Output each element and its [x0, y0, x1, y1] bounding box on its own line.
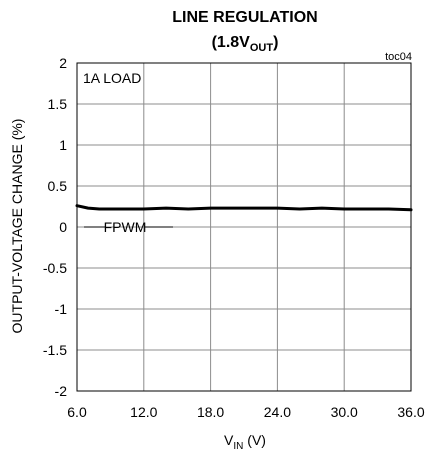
- series-layer: [75, 204, 413, 212]
- y-tick-label: 0: [59, 219, 67, 235]
- x-axis-label: VIN (V): [224, 432, 266, 452]
- chart-subtitle: (1.8VOUT): [212, 34, 279, 54]
- x-tick-labels: 6.0 12.0 18.0 24.0 30.0 36.0: [67, 404, 425, 420]
- y-tick-label: -0.5: [43, 260, 67, 276]
- series-label-fpwm: FPWM: [104, 219, 147, 235]
- y-tick-label: -1.5: [43, 342, 67, 358]
- y-tick-label: 1.5: [48, 96, 68, 112]
- x-axis-label-main: V: [224, 432, 234, 448]
- x-axis-label-rest: (V): [243, 432, 266, 448]
- chart-subtitle-close: ): [273, 34, 278, 51]
- figure-id: toc04: [385, 51, 412, 63]
- y-tick-label: 2: [59, 55, 67, 71]
- y-tick-label: 1: [59, 137, 67, 153]
- grid-lines: [77, 63, 411, 391]
- plot-frame: [76, 62, 412, 392]
- x-tick-label: 6.0: [67, 404, 87, 420]
- x-tick-label: 30.0: [331, 404, 358, 420]
- y-axis-label: OUTPUT-VOLTAGE CHANGE (%): [9, 119, 25, 334]
- x-tick-label: 36.0: [397, 404, 424, 420]
- chart-title: LINE REGULATION: [172, 9, 317, 26]
- x-tick-label: 12.0: [130, 404, 157, 420]
- chart-subtitle-main: (1.8V: [212, 34, 251, 51]
- y-tick-label: 0.5: [48, 178, 68, 194]
- annotations: 1A LOAD FPWM: [83, 70, 173, 235]
- x-tick-label: 18.0: [197, 404, 224, 420]
- x-axis-label-sub: IN: [233, 441, 243, 452]
- y-tick-label: -2: [55, 383, 68, 399]
- y-tick-label: -1: [55, 301, 68, 317]
- load-annotation: 1A LOAD: [83, 70, 141, 86]
- y-tick-labels: 2 1.5 1 0.5 0 -0.5 -1 -1.5 -2: [43, 55, 67, 399]
- chart-subtitle-sub: OUT: [250, 42, 274, 54]
- x-tick-label: 24.0: [264, 404, 291, 420]
- series-line-fpwm: [75, 204, 413, 212]
